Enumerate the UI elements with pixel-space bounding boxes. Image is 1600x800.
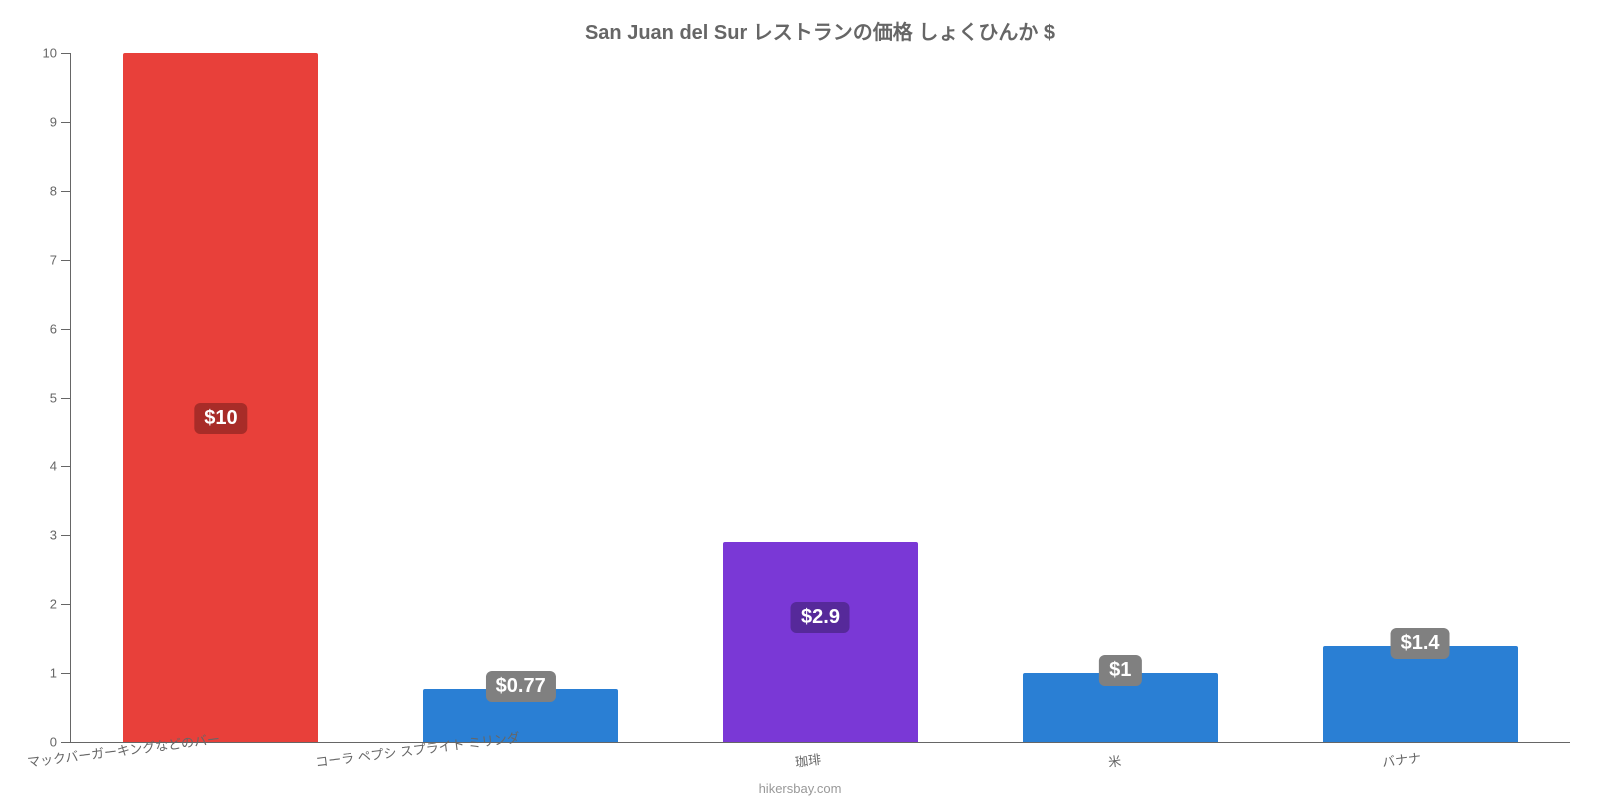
x-axis-label: 珈琲 — [794, 749, 822, 771]
value-badge: $10 — [194, 403, 247, 434]
value-badge: $1 — [1099, 655, 1141, 686]
bars-row: $10 $0.77 $2.9 $1 $1.4 — [71, 53, 1570, 742]
bar: $1 — [1023, 673, 1218, 742]
bar-slot: $1.4 — [1270, 53, 1570, 742]
x-label-slot: 米 — [970, 746, 1270, 786]
x-label-slot: バナナ — [1270, 746, 1570, 786]
y-tick-label: 3 — [50, 528, 71, 543]
y-tick-label: 1 — [50, 666, 71, 681]
x-axis-labels: マックバーガーキングなどのバーコーラ ペプシ スプライト ミリンダ珈琲米バナナ — [70, 746, 1570, 786]
price-bar-chart: San Juan del Sur レストランの価格 しょくひんか $ $10 $0… — [0, 0, 1600, 800]
y-tick-label: 7 — [50, 252, 71, 267]
y-tick-label: 2 — [50, 597, 71, 612]
y-tick-label: 5 — [50, 390, 71, 405]
y-tick-label: 9 — [50, 114, 71, 129]
x-label-slot: コーラ ペプシ スプライト ミリンダ — [370, 746, 670, 786]
y-tick-label: 4 — [50, 459, 71, 474]
bar-slot: $0.77 — [371, 53, 671, 742]
bar: $10 — [123, 53, 318, 742]
value-badge: $0.77 — [486, 671, 556, 702]
y-tick-label: 6 — [50, 321, 71, 336]
source-label: hikersbay.com — [759, 781, 842, 796]
y-tick-label: 8 — [50, 183, 71, 198]
y-tick-label: 10 — [43, 46, 71, 61]
value-badge: $1.4 — [1391, 628, 1450, 659]
x-axis-label: バナナ — [1381, 747, 1422, 771]
chart-title: San Juan del Sur レストランの価格 しょくひんか $ — [70, 10, 1570, 53]
value-badge: $2.9 — [791, 602, 850, 633]
x-axis-label: 米 — [1107, 750, 1122, 770]
bar-slot: $10 — [71, 53, 371, 742]
bar: $1.4 — [1323, 646, 1518, 742]
plot-area: $10$0.77$2.9$1$1.4 012345678910 — [70, 53, 1570, 743]
bar-slot: $2.9 — [671, 53, 971, 742]
bar-slot: $1 — [970, 53, 1270, 742]
x-label-slot: 珈琲 — [670, 746, 970, 786]
bar: $2.9 — [723, 542, 918, 742]
